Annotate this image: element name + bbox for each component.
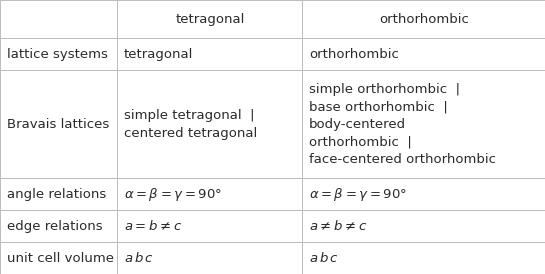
Text: tetragonal: tetragonal <box>124 48 193 61</box>
Text: edge relations: edge relations <box>7 219 102 233</box>
Text: $\alpha = \beta = \gamma = 90°$: $\alpha = \beta = \gamma = 90°$ <box>309 185 407 202</box>
Bar <box>302 38 545 70</box>
Text: lattice systems: lattice systems <box>7 48 107 61</box>
Bar <box>0 210 117 242</box>
Text: orthorhombic: orthorhombic <box>379 13 469 26</box>
Bar <box>0 70 117 178</box>
Bar <box>302 210 545 242</box>
Bar <box>302 178 545 210</box>
Bar <box>117 178 302 210</box>
Text: Bravais lattices: Bravais lattices <box>7 118 109 131</box>
Text: simple orthorhombic  |
base orthorhombic  |
body-centered
orthorhombic  |
face-c: simple orthorhombic | base orthorhombic … <box>309 83 496 166</box>
Bar <box>302 242 545 274</box>
Bar <box>0 0 117 38</box>
Text: $a \neq b \neq c$: $a \neq b \neq c$ <box>309 219 367 233</box>
Bar <box>302 0 545 38</box>
Bar <box>0 38 117 70</box>
Bar <box>117 38 302 70</box>
Bar <box>117 0 302 38</box>
Text: $a = b \neq c$: $a = b \neq c$ <box>124 219 182 233</box>
Bar <box>117 210 302 242</box>
Text: simple tetragonal  |
centered tetragonal: simple tetragonal | centered tetragonal <box>124 109 257 139</box>
Text: $a\,b\,c$: $a\,b\,c$ <box>309 251 339 265</box>
Bar <box>117 242 302 274</box>
Text: $a\,b\,c$: $a\,b\,c$ <box>124 251 154 265</box>
Bar <box>117 70 302 178</box>
Text: angle relations: angle relations <box>7 188 106 201</box>
Text: $\alpha = \beta = \gamma = 90°$: $\alpha = \beta = \gamma = 90°$ <box>124 185 222 202</box>
Bar <box>302 70 545 178</box>
Text: orthorhombic: orthorhombic <box>309 48 399 61</box>
Bar <box>0 242 117 274</box>
Text: tetragonal: tetragonal <box>175 13 245 26</box>
Text: unit cell volume: unit cell volume <box>7 252 113 264</box>
Bar <box>0 178 117 210</box>
